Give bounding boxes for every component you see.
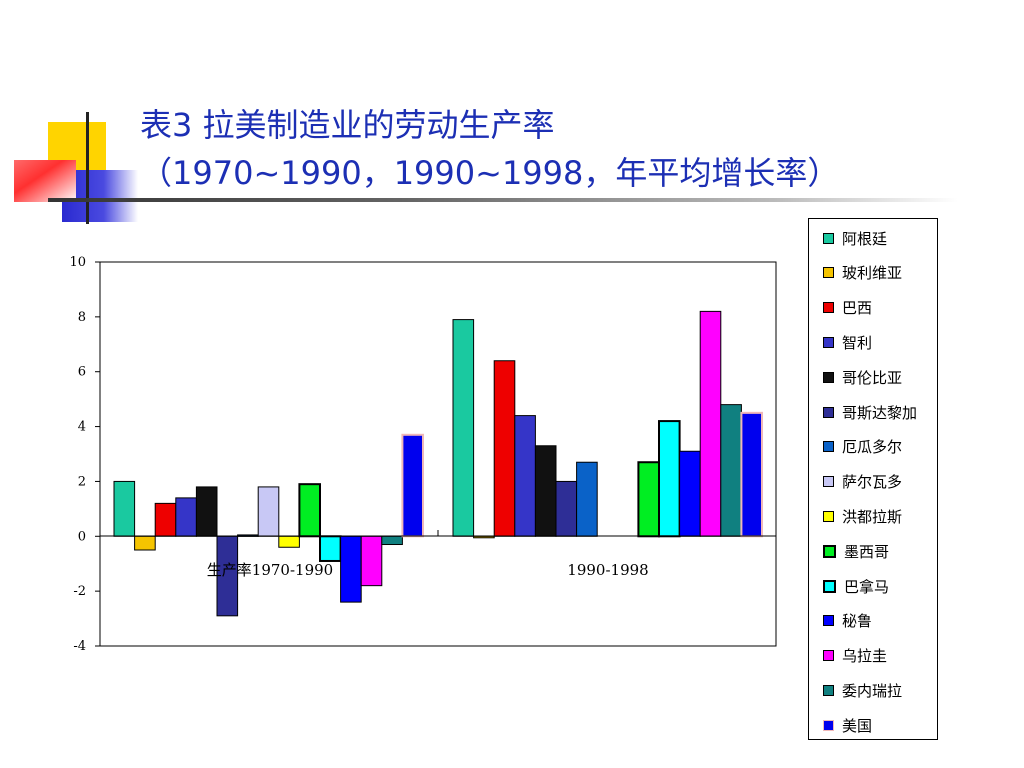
deco-red-square <box>14 160 76 202</box>
legend-label: 委内瑞拉 <box>842 681 903 700</box>
legend-swatch <box>823 267 834 279</box>
legend-swatch <box>823 510 834 522</box>
y-tick-label: 6 <box>78 365 86 380</box>
legend-swatch <box>823 579 836 593</box>
legend-label: 玻利维亚 <box>842 264 903 283</box>
legend-label: 美国 <box>842 716 873 735</box>
bars <box>113 310 764 617</box>
legend-label: 秘鲁 <box>842 612 873 631</box>
bar-10-1 <box>658 420 681 538</box>
legend-swatch <box>823 615 834 627</box>
legend-item: 美国 <box>823 715 872 735</box>
legend-item: 墨西哥 <box>823 541 889 561</box>
deco-vertical-line <box>86 112 89 224</box>
legend-swatch <box>823 476 834 488</box>
y-tick-label: -2 <box>73 584 86 599</box>
bar-14-1 <box>740 411 764 538</box>
bar-9-1 <box>637 461 661 538</box>
bar-4-0 <box>195 486 218 537</box>
legend-swatch <box>823 719 834 731</box>
legend-label: 厄瓜多尔 <box>842 438 903 457</box>
legend-label: 乌拉圭 <box>842 647 888 666</box>
y-tick-label: 2 <box>78 474 86 489</box>
legend-label: 阿根廷 <box>842 229 888 248</box>
bar-9-0 <box>298 483 321 538</box>
legend-swatch <box>823 336 834 348</box>
legend-item: 秘鲁 <box>823 611 872 631</box>
bar-12-1 <box>699 310 722 537</box>
bar-7-0 <box>257 486 280 537</box>
x-category-label: 生产率1970-1990 <box>207 561 333 579</box>
bar-5-1 <box>555 480 578 537</box>
bar-10-0 <box>319 535 342 562</box>
legend-item: 阿根廷 <box>823 228 887 248</box>
y-tick-label: 4 <box>78 420 86 435</box>
bar-13-1 <box>720 404 742 537</box>
bar-0-0 <box>113 480 136 537</box>
bar-2-1 <box>493 360 516 537</box>
chart-legend: 阿根廷玻利维亚巴西智利哥伦比亚哥斯达黎加厄瓜多尔萨尔瓦多洪都拉斯墨西哥巴拿马秘鲁… <box>808 218 938 740</box>
legend-item: 委内瑞拉 <box>823 680 902 700</box>
legend-item: 哥斯达黎加 <box>823 402 917 422</box>
bar-11-0 <box>340 535 362 603</box>
y-tick-label: -4 <box>73 639 86 654</box>
bar-8-0 <box>278 535 300 548</box>
bar-12-0 <box>360 535 383 587</box>
legend-item: 萨尔瓦多 <box>823 472 902 492</box>
legend-label: 洪都拉斯 <box>842 507 903 526</box>
bar-2-0 <box>154 502 177 537</box>
bar-3-1 <box>514 415 536 537</box>
y-tick-label: 10 <box>69 255 86 270</box>
bar-6-1 <box>576 461 598 537</box>
legend-label: 巴拿马 <box>844 577 890 596</box>
legend-label: 萨尔瓦多 <box>842 473 903 492</box>
legend-label: 哥斯达黎加 <box>842 403 918 422</box>
legend-swatch <box>823 371 834 383</box>
legend-item: 乌拉圭 <box>823 646 887 666</box>
legend-item: 巴拿马 <box>823 576 889 596</box>
legend-swatch <box>823 544 836 558</box>
plot-area-frame <box>99 261 777 647</box>
x-category-label: 1990-1998 <box>567 561 648 579</box>
legend-item: 洪都拉斯 <box>823 506 902 526</box>
bar-1-0 <box>134 535 156 551</box>
slide-title: 表3 拉美制造业的劳动生产率 <box>140 106 555 144</box>
legend-label: 哥伦比亚 <box>842 368 903 387</box>
legend-swatch <box>823 406 834 418</box>
y-tick-label: 8 <box>78 310 86 325</box>
legend-swatch <box>823 650 834 662</box>
slide-subtitle: （1970~1990，1990~1998，年平均增长率） <box>140 154 840 192</box>
title-divider <box>48 198 958 202</box>
legend-label: 智利 <box>842 333 873 352</box>
legend-item: 厄瓜多尔 <box>823 437 902 457</box>
bar-0-1 <box>452 319 475 537</box>
legend-item: 玻利维亚 <box>823 263 902 283</box>
legend-label: 巴西 <box>842 299 873 318</box>
legend-swatch <box>823 684 834 696</box>
bar-14-0 <box>401 433 424 538</box>
legend-label: 墨西哥 <box>844 542 890 561</box>
y-tick-label: 0 <box>78 529 86 544</box>
legend-item: 智利 <box>823 332 872 352</box>
bar-11-1 <box>679 450 701 537</box>
bar-1-1 <box>473 535 495 539</box>
bar-4-1 <box>534 445 557 537</box>
bar-13-0 <box>381 535 403 546</box>
y-axis-ticks: 10 8 6 4 2 0 -2 -4 <box>69 255 100 654</box>
bar-3-0 <box>175 497 197 537</box>
legend-swatch <box>823 232 834 244</box>
legend-item: 巴西 <box>823 298 872 318</box>
legend-item: 哥伦比亚 <box>823 367 902 387</box>
category-labels: 生产率1970-1990 1990-1998 <box>207 561 649 579</box>
legend-swatch <box>823 441 834 453</box>
legend-swatch <box>823 302 834 314</box>
